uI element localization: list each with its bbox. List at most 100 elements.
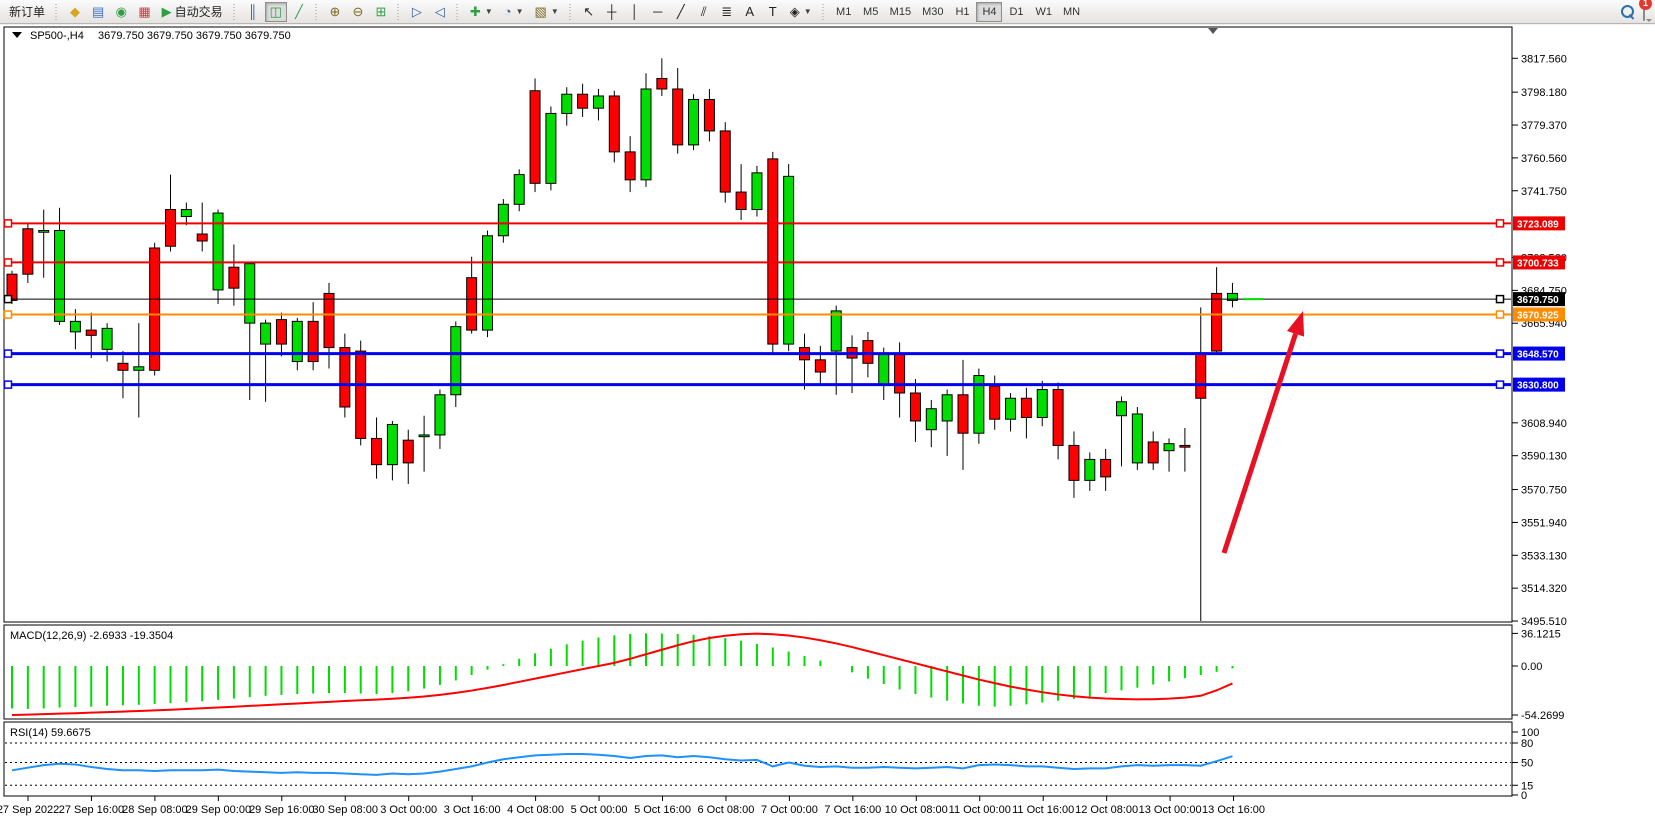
- terminal-icon-button[interactable]: ▤: [87, 2, 109, 22]
- templates-dropdown-button[interactable]: ▧ ▼: [530, 2, 564, 22]
- templates-dropdown-icon: ▧: [534, 4, 547, 19]
- svg-text:11 Oct 00:00: 11 Oct 00:00: [949, 804, 1011, 816]
- tf-h1-button-label: H1: [955, 5, 970, 18]
- rsi-label: RSI(14) 59.6675: [10, 727, 91, 739]
- bar-chart-icon: ║: [248, 4, 258, 19]
- tf-m1-button[interactable]: M1: [831, 2, 857, 22]
- tf-mn-button-label: MN: [1062, 5, 1081, 18]
- crosshair-button[interactable]: ┼: [601, 2, 623, 22]
- svg-text:27 Sep 2022: 27 Sep 2022: [0, 804, 59, 816]
- tf-h1-button[interactable]: H1: [949, 2, 975, 22]
- tf-m5-button-label: M5: [863, 5, 879, 18]
- tf-mn-button[interactable]: MN: [1058, 2, 1085, 22]
- svg-text:0.00: 0.00: [1521, 661, 1542, 673]
- fibonacci-button[interactable]: ≣: [716, 2, 738, 22]
- svg-text:100: 100: [1521, 727, 1539, 739]
- trendline-icon: ╱: [676, 4, 685, 19]
- trendline-button[interactable]: ╱: [670, 2, 692, 22]
- one-click-trading-expander-icon[interactable]: [12, 32, 22, 38]
- chart-shift-button[interactable]: ◁: [429, 2, 451, 22]
- svg-text:3670.925: 3670.925: [1517, 311, 1559, 322]
- tf-m1-button-label: M1: [836, 5, 852, 18]
- fibonacci-icon: ≣: [721, 4, 733, 19]
- channel-button[interactable]: ⫽: [693, 2, 715, 22]
- svg-text:3798.180: 3798.180: [1521, 87, 1567, 99]
- candlestick-chart-button[interactable]: ◫: [264, 1, 287, 22]
- toolbar-separator: [231, 3, 238, 20]
- arrows-dropdown-button[interactable]: ◈ ▼: [785, 2, 817, 22]
- svg-text:28 Sep 08:00: 28 Sep 08:00: [122, 804, 187, 816]
- main-chart-panel[interactable]: [3, 26, 1513, 623]
- tile-windows-button[interactable]: ⊞: [370, 2, 392, 22]
- toolbar-separator: [820, 3, 827, 20]
- svg-text:5 Oct 16:00: 5 Oct 16:00: [634, 804, 691, 816]
- svg-text:3570.750: 3570.750: [1521, 485, 1567, 497]
- line-chart-button[interactable]: ╱: [288, 2, 310, 22]
- svg-text:80: 80: [1521, 738, 1533, 750]
- tf-d1-button[interactable]: D1: [1003, 2, 1029, 22]
- text-button[interactable]: A: [739, 2, 761, 22]
- new-order-button[interactable]: 新订单: [4, 2, 50, 22]
- cursor-button[interactable]: ↖: [578, 2, 600, 22]
- auto-trading-button[interactable]: ▶ 自动交易: [157, 2, 228, 22]
- metaeditor-icon-button[interactable]: ◆: [64, 2, 86, 22]
- auto-scroll-button[interactable]: ▷: [406, 2, 428, 22]
- time-axis[interactable]: [0, 797, 1512, 819]
- text-label-button[interactable]: T: [762, 2, 784, 22]
- horizontal-line-button[interactable]: ─: [647, 2, 669, 22]
- crosshair-icon: ┼: [607, 4, 617, 19]
- tf-d1-button-label: D1: [1009, 5, 1024, 18]
- tf-m15-button[interactable]: M15: [885, 2, 916, 22]
- svg-text:11 Oct 16:00: 11 Oct 16:00: [1012, 804, 1074, 816]
- horizontal-line-icon: ─: [653, 4, 663, 19]
- horizontal-lines[interactable]: [3, 219, 1512, 389]
- toolbar-separator: [567, 3, 574, 20]
- svg-text:3630.800: 3630.800: [1517, 381, 1559, 392]
- tf-m5-button[interactable]: M5: [858, 2, 884, 22]
- zoom-out-button[interactable]: ⊖: [347, 2, 369, 22]
- bar-chart-button[interactable]: ║: [242, 2, 264, 22]
- price-axis[interactable]: [1512, 25, 1655, 725]
- tf-w1-button[interactable]: W1: [1030, 2, 1057, 22]
- svg-text:10 Oct 08:00: 10 Oct 08:00: [885, 804, 948, 816]
- line-chart-icon: ╱: [295, 4, 303, 19]
- vertical-line-button[interactable]: │: [624, 2, 646, 22]
- tf-w1-button-label: W1: [1035, 5, 1052, 18]
- annotation-arrow[interactable]: [1221, 311, 1305, 554]
- market-icon-button[interactable]: ▦: [133, 2, 155, 22]
- svg-text:7 Oct 16:00: 7 Oct 16:00: [824, 804, 881, 816]
- svg-text:12 Oct 08:00: 12 Oct 08:00: [1075, 804, 1138, 816]
- svg-text:4 Oct 08:00: 4 Oct 08:00: [507, 804, 564, 816]
- zoom-in-button[interactable]: ⊕: [324, 2, 346, 22]
- chart-window: SP500-,H4 3679.750 3679.750 3679.750 367…: [0, 25, 1655, 825]
- dropdown-caret-icon: ▼: [515, 7, 524, 16]
- vertical-line-icon: │: [630, 4, 639, 19]
- svg-text:3533.130: 3533.130: [1521, 550, 1567, 562]
- arrows-dropdown-icon: ◈: [789, 4, 800, 19]
- tf-m30-button[interactable]: M30: [917, 2, 948, 22]
- signals-icon-button[interactable]: ◉: [110, 2, 132, 22]
- rsi-panel[interactable]: [3, 721, 1513, 797]
- svg-text:7 Oct 00:00: 7 Oct 00:00: [761, 804, 818, 816]
- svg-text:15: 15: [1521, 780, 1533, 792]
- svg-text:3817.560: 3817.560: [1521, 53, 1567, 65]
- tf-h4-button[interactable]: H4: [976, 1, 1003, 22]
- tf-h4-button-label: H4: [982, 5, 997, 18]
- text-label-icon: T: [768, 4, 777, 19]
- chat-button[interactable]: 1: [1639, 0, 1652, 21]
- indicators-dropdown-button[interactable]: ✚ ▼: [465, 2, 498, 22]
- svg-text:3 Oct 16:00: 3 Oct 16:00: [444, 804, 501, 816]
- auto-trading-icon: ▶: [161, 4, 172, 19]
- periods-dropdown-button[interactable]: ◔ ▼: [499, 2, 529, 22]
- market-icon-icon: ▦: [138, 4, 151, 19]
- macd-label: MACD(12,26,9) -2.6933 -19.3504: [10, 630, 173, 642]
- search-icon[interactable]: [1621, 4, 1635, 19]
- svg-text:27 Sep 16:00: 27 Sep 16:00: [59, 804, 124, 816]
- svg-text:50: 50: [1521, 758, 1533, 770]
- chart-canvas[interactable]: SP500-,H4 3679.750 3679.750 3679.750 367…: [0, 25, 1655, 825]
- svg-text:3648.570: 3648.570: [1517, 350, 1559, 361]
- price-axis-labels: 3817.560 3798.180 3779.370 3760.560 3741.750…: [1512, 53, 1567, 628]
- macd-panel[interactable]: [3, 624, 1513, 720]
